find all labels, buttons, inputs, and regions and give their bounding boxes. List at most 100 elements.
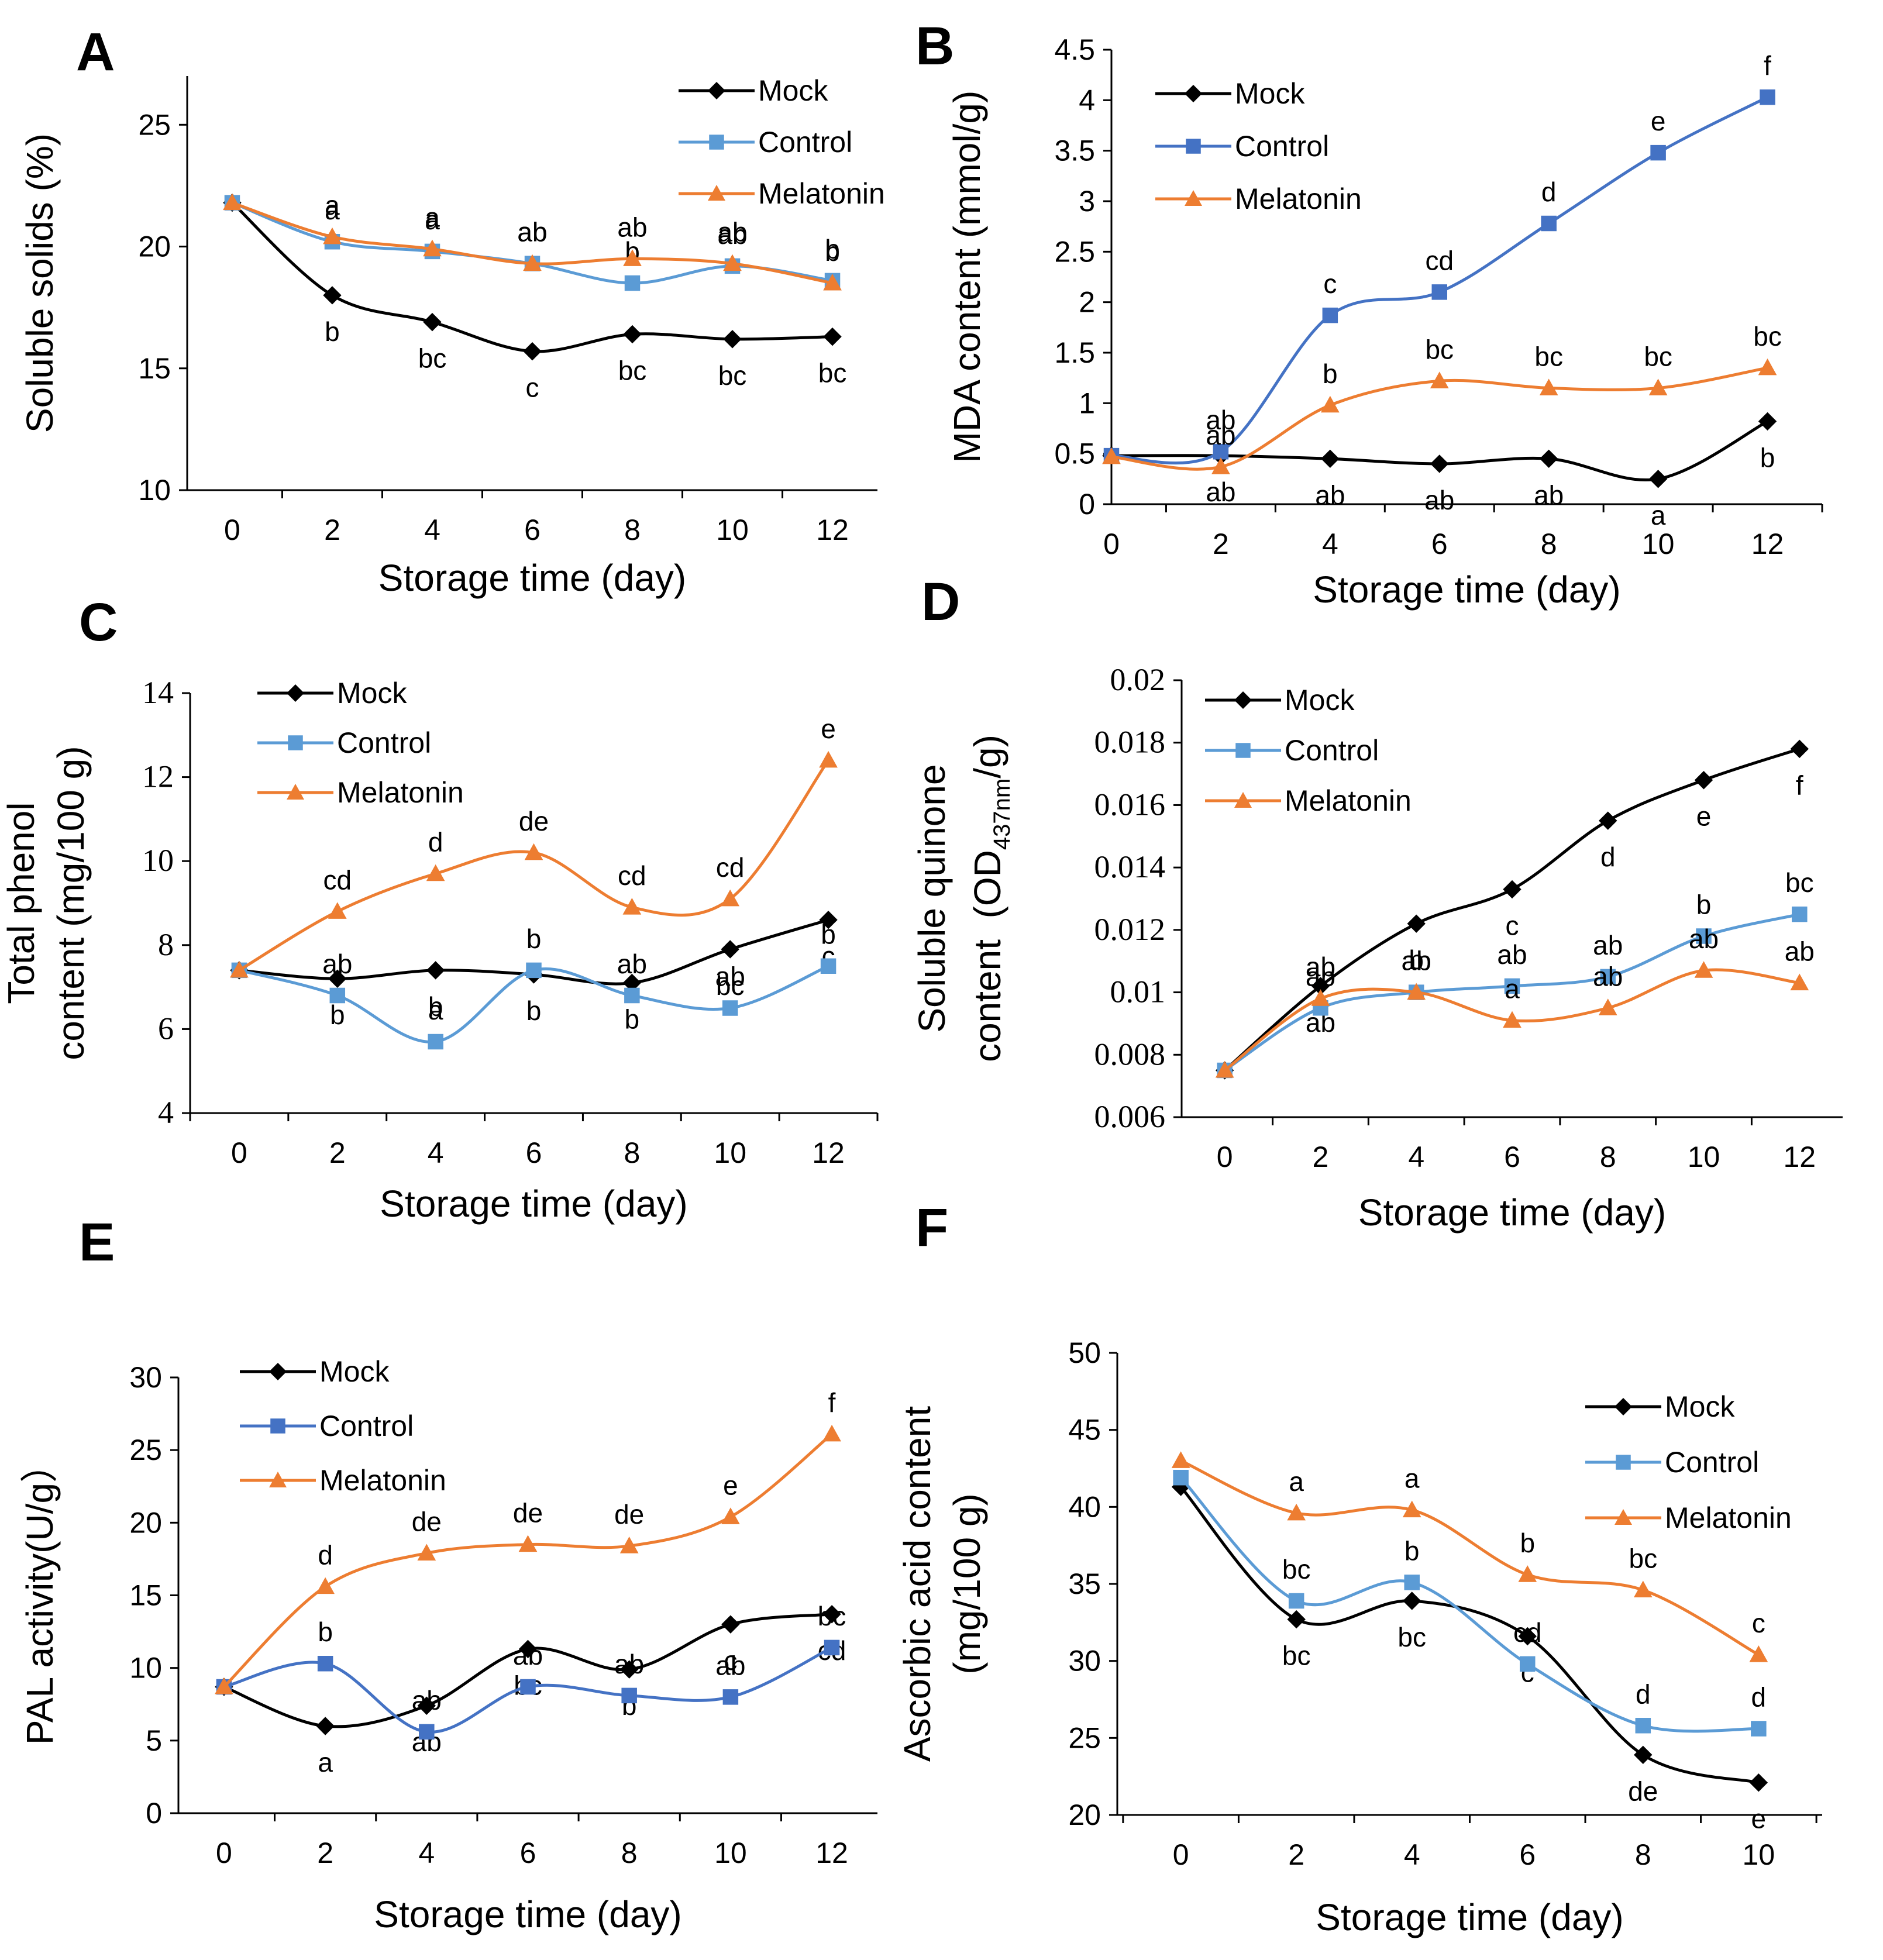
data-point: [426, 961, 445, 980]
significance-label: de: [513, 1498, 543, 1528]
significance-label: bc: [1282, 1554, 1311, 1584]
y-tick-label: 6: [158, 1011, 174, 1046]
data-point: [1311, 989, 1330, 1006]
y-tick-label: 12: [142, 759, 174, 794]
legend-label: Melatonin: [1235, 182, 1362, 215]
y-axis-title: MDA content (mmol/g): [946, 91, 988, 463]
x-tick-label: 8: [1541, 528, 1557, 560]
data-point: [1518, 1627, 1537, 1646]
y-axis-title-line2: content (OD437nm/g): [966, 735, 1015, 1062]
series-melatonin: a a b bc c: [1171, 1451, 1768, 1662]
y-axis-title-suffix: /g): [966, 735, 1008, 779]
data-point: [1430, 454, 1449, 473]
data-point: [1751, 1721, 1767, 1737]
data-point: [215, 1677, 233, 1694]
data-point: [1102, 447, 1121, 464]
x-tick-label: 2: [317, 1837, 333, 1869]
legend-marker: [1234, 792, 1252, 808]
legend: Mock Control Melatonin: [1205, 684, 1412, 817]
data-point: [323, 227, 342, 244]
significance-label: ab: [617, 212, 647, 242]
legend-label: Control: [1235, 130, 1329, 163]
significance-label: a: [1505, 974, 1520, 1004]
significance-label: d: [1751, 1682, 1767, 1713]
significance-label: bc: [1785, 867, 1814, 898]
y-tick-label: 45: [1068, 1414, 1101, 1446]
x-tick-label: 0: [216, 1837, 232, 1869]
significance-label: cd: [1425, 245, 1454, 275]
data-point: [1539, 378, 1558, 395]
data-point: [819, 750, 838, 768]
y-tick-label: 0.02: [1110, 662, 1166, 697]
significance-label: bc: [1397, 1622, 1426, 1652]
data-point: [520, 1679, 536, 1695]
data-point: [622, 898, 642, 915]
data-point: [1503, 1011, 1521, 1028]
significance-label: ab: [1689, 924, 1719, 954]
data-point: [1758, 412, 1777, 431]
data-point: [523, 254, 542, 271]
data-point: [1600, 969, 1616, 985]
y-tick-label: 4: [1079, 84, 1095, 116]
significance-label: ab: [1497, 939, 1527, 970]
x-axis-title: Storage time (day): [378, 557, 686, 599]
data-point: [721, 940, 739, 959]
y-tick-label: 20: [129, 1506, 162, 1539]
y-tick-label: 30: [129, 1361, 162, 1394]
data-point: [1539, 449, 1558, 469]
significance-label: b: [1409, 945, 1424, 975]
data-point: [223, 193, 242, 211]
panel-F: F 20 25 30 35 40 45 50 0 2 4 6 8 10 Storage time (day)…: [896, 1198, 1822, 1938]
significance-label: b: [1323, 359, 1338, 389]
legend-marker: [269, 1472, 287, 1487]
y-tick-label: 30: [1068, 1645, 1101, 1677]
legend-marker: [1615, 1509, 1632, 1525]
y-tick-label: 15: [138, 352, 171, 385]
data-point: [426, 864, 445, 881]
data-point: [1792, 906, 1808, 922]
significance-label: b: [825, 236, 840, 267]
significance-label: a: [318, 1747, 333, 1778]
series-melatonin: cd d de cd cd e: [230, 714, 838, 978]
significance-label: ab: [1206, 405, 1235, 435]
significance-label: c: [724, 1645, 737, 1676]
legend-marker: [1185, 85, 1202, 102]
data-point: [1430, 371, 1449, 388]
data-point: [317, 1655, 333, 1672]
y-tick-label: 8: [158, 927, 174, 962]
significance-label: ab: [715, 962, 745, 992]
legend-label: Melatonin: [1285, 784, 1412, 817]
x-tick-label: 2: [1288, 1838, 1304, 1871]
data-point: [1694, 771, 1713, 790]
significance-label: b: [821, 919, 836, 950]
significance-label: c: [1752, 1608, 1765, 1638]
data-point: [328, 969, 347, 988]
significance-label: ab: [1785, 936, 1815, 967]
y-tick-label: 0.006: [1094, 1099, 1166, 1134]
significance-label: bc: [818, 358, 847, 388]
y-tick-label: 0.01: [1110, 974, 1166, 1010]
significance-label: ab: [412, 1685, 442, 1716]
legend: Mock Control Melatonin: [240, 1355, 446, 1497]
data-point: [1633, 1580, 1653, 1598]
data-point: [329, 987, 346, 1004]
data-point: [1287, 1610, 1306, 1629]
legend-marker: [709, 135, 724, 150]
series-melatonin: a a ab ab abb: [223, 190, 842, 291]
legend-marker: [1235, 743, 1251, 758]
x-tick-label: 0: [1217, 1141, 1233, 1173]
data-point: [721, 889, 740, 907]
x-tick-label: 0: [1173, 1838, 1189, 1871]
significance-label: b: [1760, 442, 1775, 473]
y-tick-label: 3: [1079, 185, 1095, 218]
significance-label: b: [825, 234, 840, 264]
data-point: [1520, 1656, 1536, 1672]
legend-marker: [708, 185, 725, 201]
significance-label: bc: [1644, 341, 1672, 371]
panel-letter: E: [79, 1212, 115, 1272]
data-point: [316, 1717, 335, 1735]
legend-label: Mock: [1285, 684, 1355, 717]
significance-label: c: [1506, 910, 1519, 941]
data-point: [524, 843, 543, 860]
